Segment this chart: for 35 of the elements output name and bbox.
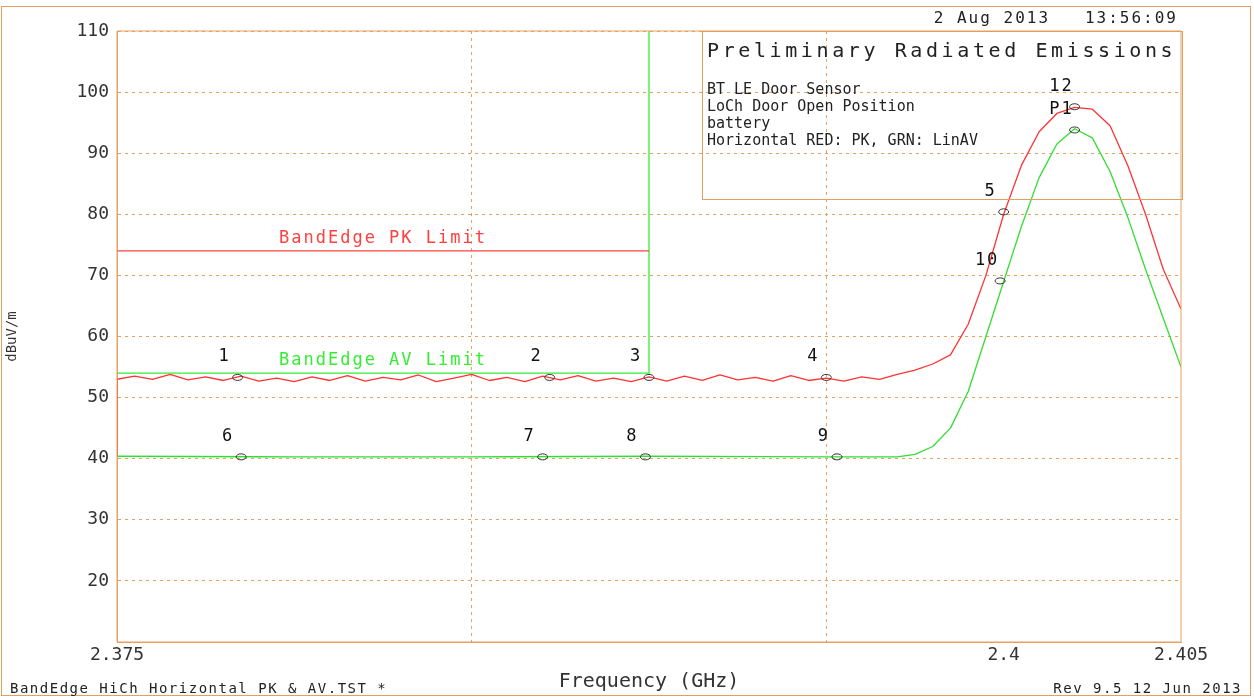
series-label: BandEdge AV Limit <box>279 349 487 370</box>
annotation: 6 <box>222 424 235 445</box>
y-tick-label: 30 <box>87 507 109 529</box>
y-tick-label: 60 <box>87 324 109 346</box>
annotation: battery <box>707 114 771 132</box>
y-tick-label: 80 <box>87 201 109 223</box>
annotation: 3 <box>629 345 643 366</box>
series-label: BandEdge PK Limit <box>279 226 487 247</box>
y-tick-label: 50 <box>87 385 109 407</box>
annotation: 8 <box>626 424 639 445</box>
x-tick-label: 2.405 <box>1153 643 1209 665</box>
x-tick-label: 2.375 <box>89 643 145 665</box>
annotation: Horizontal RED: PK, GRN: LinAV <box>707 131 978 149</box>
y-tick-label: 40 <box>87 446 109 468</box>
chart-title: Preliminary Radiated Emissions <box>707 38 1177 62</box>
annotation: BT LE Door Sensor <box>707 80 861 98</box>
annotation: 2 <box>530 345 543 366</box>
annotation: 1 <box>218 345 231 366</box>
y-tick-label: 90 <box>87 140 109 162</box>
text: 2 Aug 2013 13:56:09 <box>933 8 1178 27</box>
text: Rev 9.5 12 Jun 2013 <box>1053 680 1242 696</box>
y-axis-title: dBuV/m <box>3 311 20 362</box>
x-axis-title: Frequency (GHz) <box>558 668 740 693</box>
annotation: 5 <box>984 179 997 200</box>
y-tick-label: 100 <box>76 79 109 101</box>
annotation: 12 <box>1049 74 1074 95</box>
text: BandEdge HiCh Horizontal PK & AV.TST * <box>10 680 388 696</box>
x-tick-label: 2.4 <box>987 643 1020 665</box>
annotation: 4 <box>807 345 820 366</box>
annotation: 9 <box>817 424 831 445</box>
y-tick-label: 70 <box>87 263 109 285</box>
y-tick-label: 110 <box>76 18 109 40</box>
y-tick-label: 20 <box>87 568 109 590</box>
annotation: 7 <box>523 424 536 445</box>
annotation: LoCh Door Open Position <box>707 97 915 115</box>
